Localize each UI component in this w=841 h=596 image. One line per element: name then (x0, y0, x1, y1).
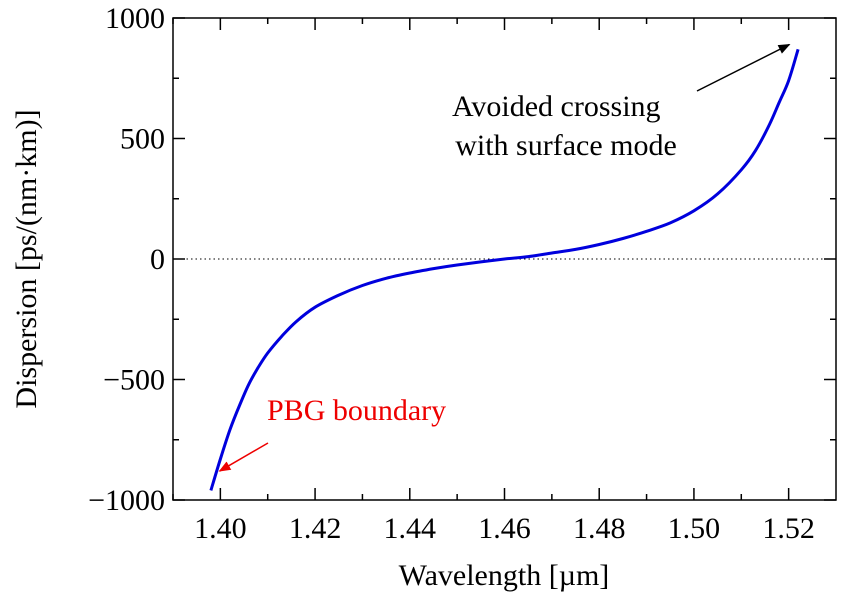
y-axis-title: Dispersion [ps/(nm·km)] (10, 109, 43, 408)
x-tick-label: 1.42 (289, 512, 342, 545)
x-tick-label: 1.40 (194, 512, 247, 545)
x-tick-label: 1.48 (573, 512, 626, 545)
x-axis-ticks: 1.40 1.42 1.44 1.46 1.48 1.50 1.52 (172, 18, 815, 545)
y-tick-label: −500 (103, 364, 165, 397)
x-tick-label: 1.46 (478, 512, 531, 545)
y-tick-label: 500 (120, 123, 165, 156)
y-axis-ticks: −1000 −500 0 500 1000 (88, 2, 836, 517)
y-tick-label: 0 (150, 243, 165, 276)
surface-mode-arrow (696, 43, 791, 92)
x-tick-label: 1.50 (668, 512, 721, 545)
y-tick-label: −1000 (88, 484, 165, 517)
y-tick-label: 1000 (105, 2, 165, 35)
x-tick-label: 1.44 (384, 512, 437, 545)
x-axis-title: Wavelength [µm] (399, 559, 610, 592)
dispersion-curve (209, 48, 800, 491)
x-tick-label: 1.52 (762, 512, 815, 545)
pbg-boundary-annotation: PBG boundary (267, 394, 446, 427)
surface-mode-annotation: Avoided crossing with surface mode (452, 90, 677, 162)
pbg-boundary-arrow (218, 442, 269, 472)
